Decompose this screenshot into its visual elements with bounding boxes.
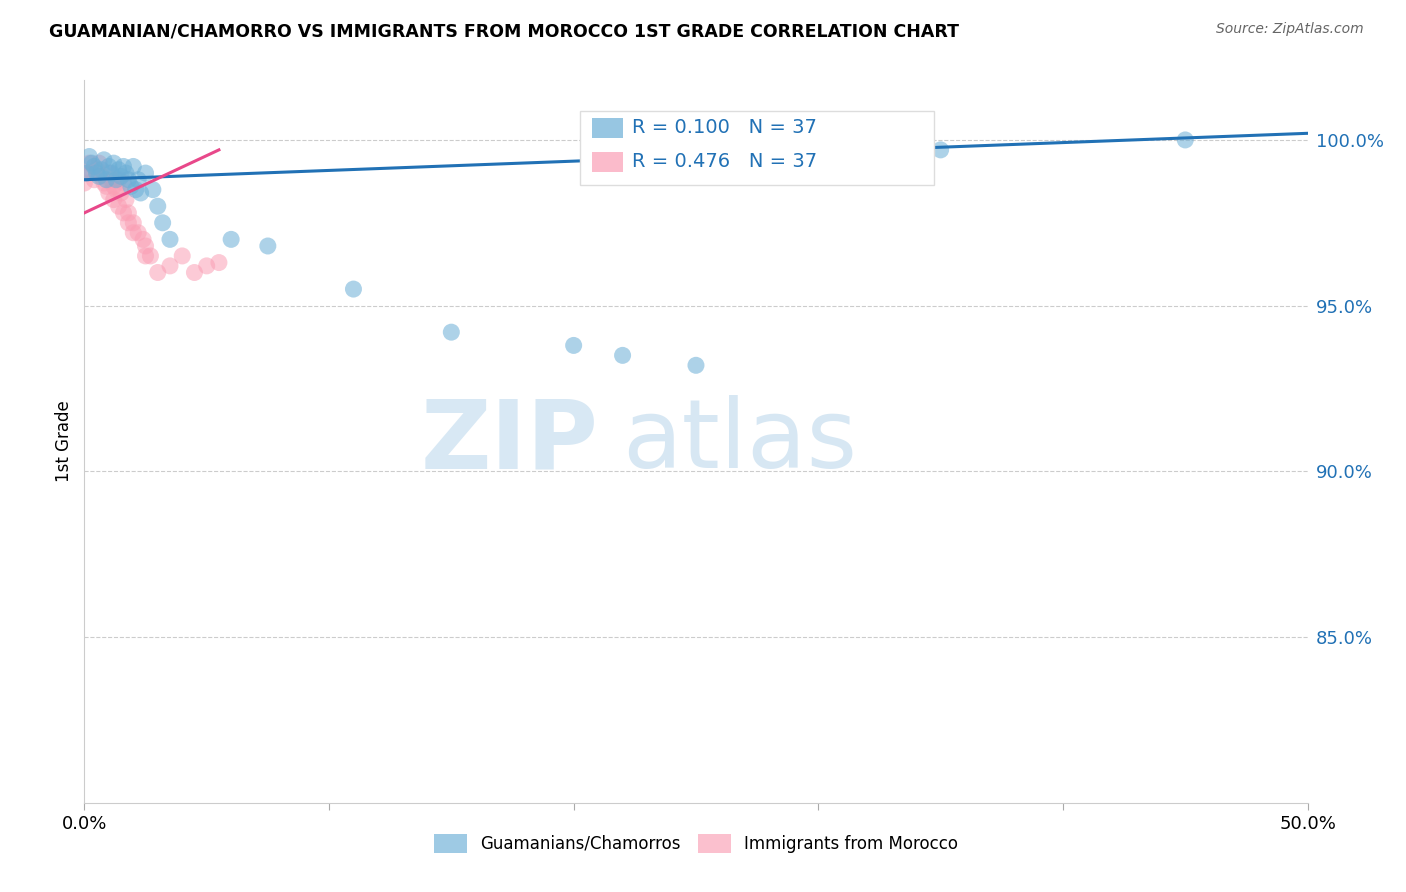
Point [112, 160, 135, 174]
Point [122, 160, 145, 174]
Point [115, 193, 138, 207]
Point [86, 162, 108, 177]
Point [115, 166, 138, 180]
Point [76, 166, 98, 180]
Point [96, 172, 118, 186]
Point [146, 266, 169, 280]
Point [219, 232, 242, 246]
Point [122, 216, 145, 230]
Point [103, 179, 125, 194]
Point [440, 325, 463, 339]
Point [105, 183, 128, 197]
Point [83, 160, 105, 174]
Point [90, 162, 112, 177]
Point [107, 172, 129, 186]
Point [77, 156, 100, 170]
Text: R = 0.100   N = 37: R = 0.100 N = 37 [633, 118, 817, 136]
Point [76, 166, 98, 180]
Point [73, 176, 96, 190]
Text: atlas: atlas [623, 395, 858, 488]
Point [110, 169, 132, 184]
Point [97, 160, 120, 174]
Point [117, 172, 139, 186]
Point [120, 179, 142, 194]
Text: Source: ZipAtlas.com: Source: ZipAtlas.com [1216, 22, 1364, 37]
Point [110, 186, 132, 200]
FancyBboxPatch shape [592, 152, 623, 172]
Point [86, 166, 108, 180]
Point [685, 359, 707, 373]
Point [80, 166, 103, 180]
FancyBboxPatch shape [579, 112, 935, 185]
Point [139, 249, 162, 263]
Point [107, 199, 129, 213]
Point [103, 156, 125, 170]
Point [612, 348, 634, 362]
Point [97, 166, 120, 180]
Point [83, 172, 105, 186]
Point [96, 179, 118, 194]
Point [172, 249, 194, 263]
Point [159, 232, 181, 246]
Point [127, 172, 149, 186]
Point [93, 176, 115, 190]
Text: ZIP: ZIP [420, 395, 598, 488]
Point [87, 156, 110, 170]
Point [107, 162, 129, 177]
Point [142, 183, 165, 197]
Point [87, 169, 110, 184]
Point [135, 239, 157, 253]
Point [77, 149, 100, 163]
Point [127, 226, 149, 240]
Point [129, 186, 152, 200]
Point [125, 183, 148, 197]
Point [152, 216, 174, 230]
Point [80, 156, 103, 170]
Point [117, 216, 139, 230]
Point [135, 166, 157, 180]
Point [90, 169, 112, 184]
Point [105, 172, 128, 186]
Point [100, 172, 122, 186]
Point [195, 259, 218, 273]
Legend: Guamanians/Chamorros, Immigrants from Morocco: Guamanians/Chamorros, Immigrants from Mo… [427, 827, 965, 860]
Point [112, 176, 135, 190]
Point [93, 153, 115, 167]
FancyBboxPatch shape [592, 118, 623, 138]
Point [112, 206, 135, 220]
Point [97, 186, 120, 200]
Point [117, 206, 139, 220]
Text: GUAMANIAN/CHAMORRO VS IMMIGRANTS FROM MOROCCO 1ST GRADE CORRELATION CHART: GUAMANIAN/CHAMORRO VS IMMIGRANTS FROM MO… [49, 22, 959, 40]
Point [103, 193, 125, 207]
Point [929, 143, 952, 157]
Y-axis label: 1st Grade: 1st Grade [55, 401, 73, 483]
Point [146, 199, 169, 213]
Text: R = 0.476   N = 37: R = 0.476 N = 37 [633, 152, 817, 170]
Point [1174, 133, 1197, 147]
Point [100, 166, 122, 180]
Point [122, 226, 145, 240]
Point [132, 232, 155, 246]
Point [159, 259, 181, 273]
Point [257, 239, 280, 253]
Point [208, 255, 231, 269]
Point [562, 338, 585, 352]
Point [342, 282, 364, 296]
Point [183, 266, 205, 280]
Point [135, 249, 157, 263]
